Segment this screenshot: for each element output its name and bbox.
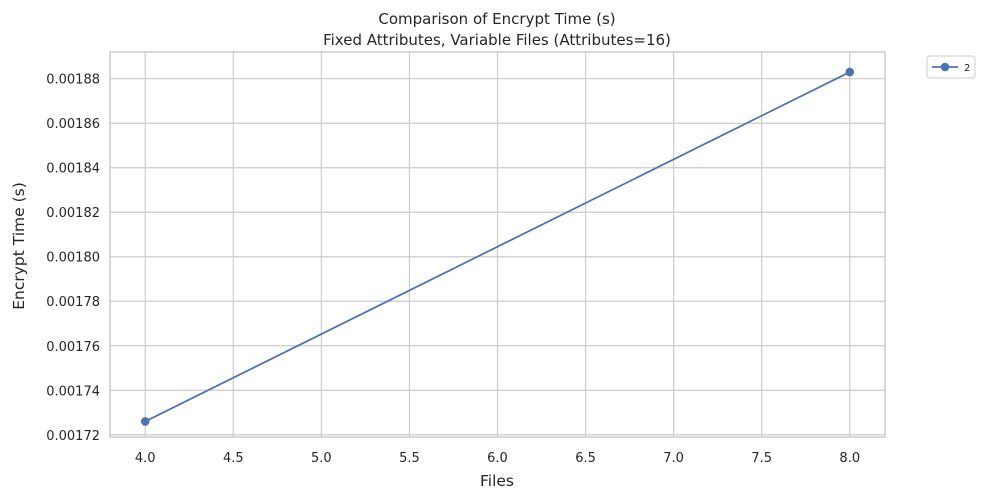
- x-axis-label: Files: [480, 472, 514, 490]
- y-tick-label: 0.00186: [46, 117, 100, 132]
- chart-title: Comparison of Encrypt Time (s): [378, 10, 615, 28]
- x-tick-label: 4.0: [135, 451, 156, 466]
- x-tick-label: 8.0: [839, 451, 860, 466]
- series-layer: [140, 67, 855, 426]
- y-tick-label: 0.00182: [46, 206, 100, 221]
- y-tick-label: 0.00180: [46, 251, 100, 266]
- tick-labels: 4.0 4.5 5.0 5.5 6.0 6.5 7.0 7.5 8.0 0.00172 0.0017…: [46, 73, 860, 466]
- x-tick-label: 6.5: [575, 451, 596, 466]
- data-point: [140, 417, 150, 426]
- x-tick-label: 6.0: [487, 451, 508, 466]
- x-tick-label: 5.0: [311, 451, 332, 466]
- y-tick-label: 0.00178: [46, 295, 100, 310]
- y-axis-label: Encrypt Time (s): [10, 182, 28, 310]
- plot-frame: [109, 51, 886, 438]
- x-tick-label: 7.0: [663, 451, 684, 466]
- y-tick-label: 0.00176: [46, 340, 100, 355]
- x-tick-label: 4.5: [223, 451, 244, 466]
- x-tick-label: 5.5: [399, 451, 420, 466]
- legend-entry-label: 2: [964, 63, 970, 74]
- y-tick-label: 0.00184: [46, 162, 100, 177]
- x-tick-label: 7.5: [751, 451, 772, 466]
- y-tick-label: 0.00172: [46, 429, 100, 444]
- series-line: [144, 71, 851, 423]
- legend: 2: [926, 55, 976, 79]
- chart-subtitle: Fixed Attributes, Variable Files (Attrib…: [323, 31, 671, 49]
- y-tick-label: 0.00188: [46, 73, 100, 88]
- y-tick-label: 0.00174: [46, 384, 100, 399]
- data-point: [845, 67, 855, 77]
- legend-marker: [940, 62, 950, 72]
- plot-border: [109, 51, 886, 438]
